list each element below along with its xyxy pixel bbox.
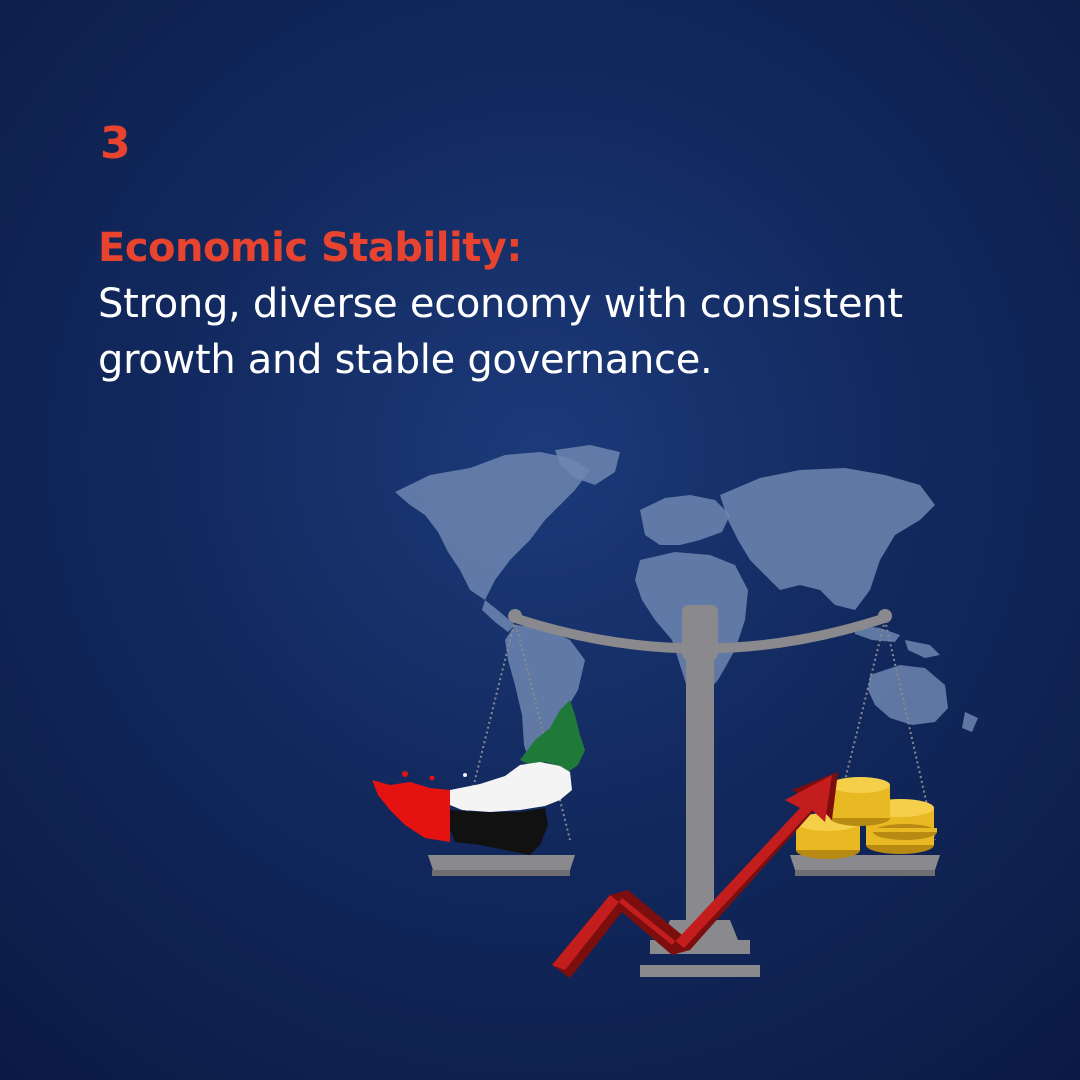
description-line-1: Strong, diverse economy with consistent: [98, 281, 903, 327]
slide-description: Strong, diverse economy with consistent …: [98, 276, 1018, 388]
description-line-2: growth and stable governance.: [98, 337, 713, 383]
balance-scale-icon: [428, 605, 940, 977]
coin-stack-icon: [796, 777, 937, 859]
text-block: Economic Stability: Strong, diverse econ…: [98, 222, 1018, 388]
growth-arrow-icon: [552, 772, 838, 978]
slide-number: 3: [100, 118, 131, 169]
slide-heading: Economic Stability:: [98, 225, 522, 271]
world-map-icon: [395, 445, 978, 770]
uae-flag-map-icon: [372, 700, 585, 855]
